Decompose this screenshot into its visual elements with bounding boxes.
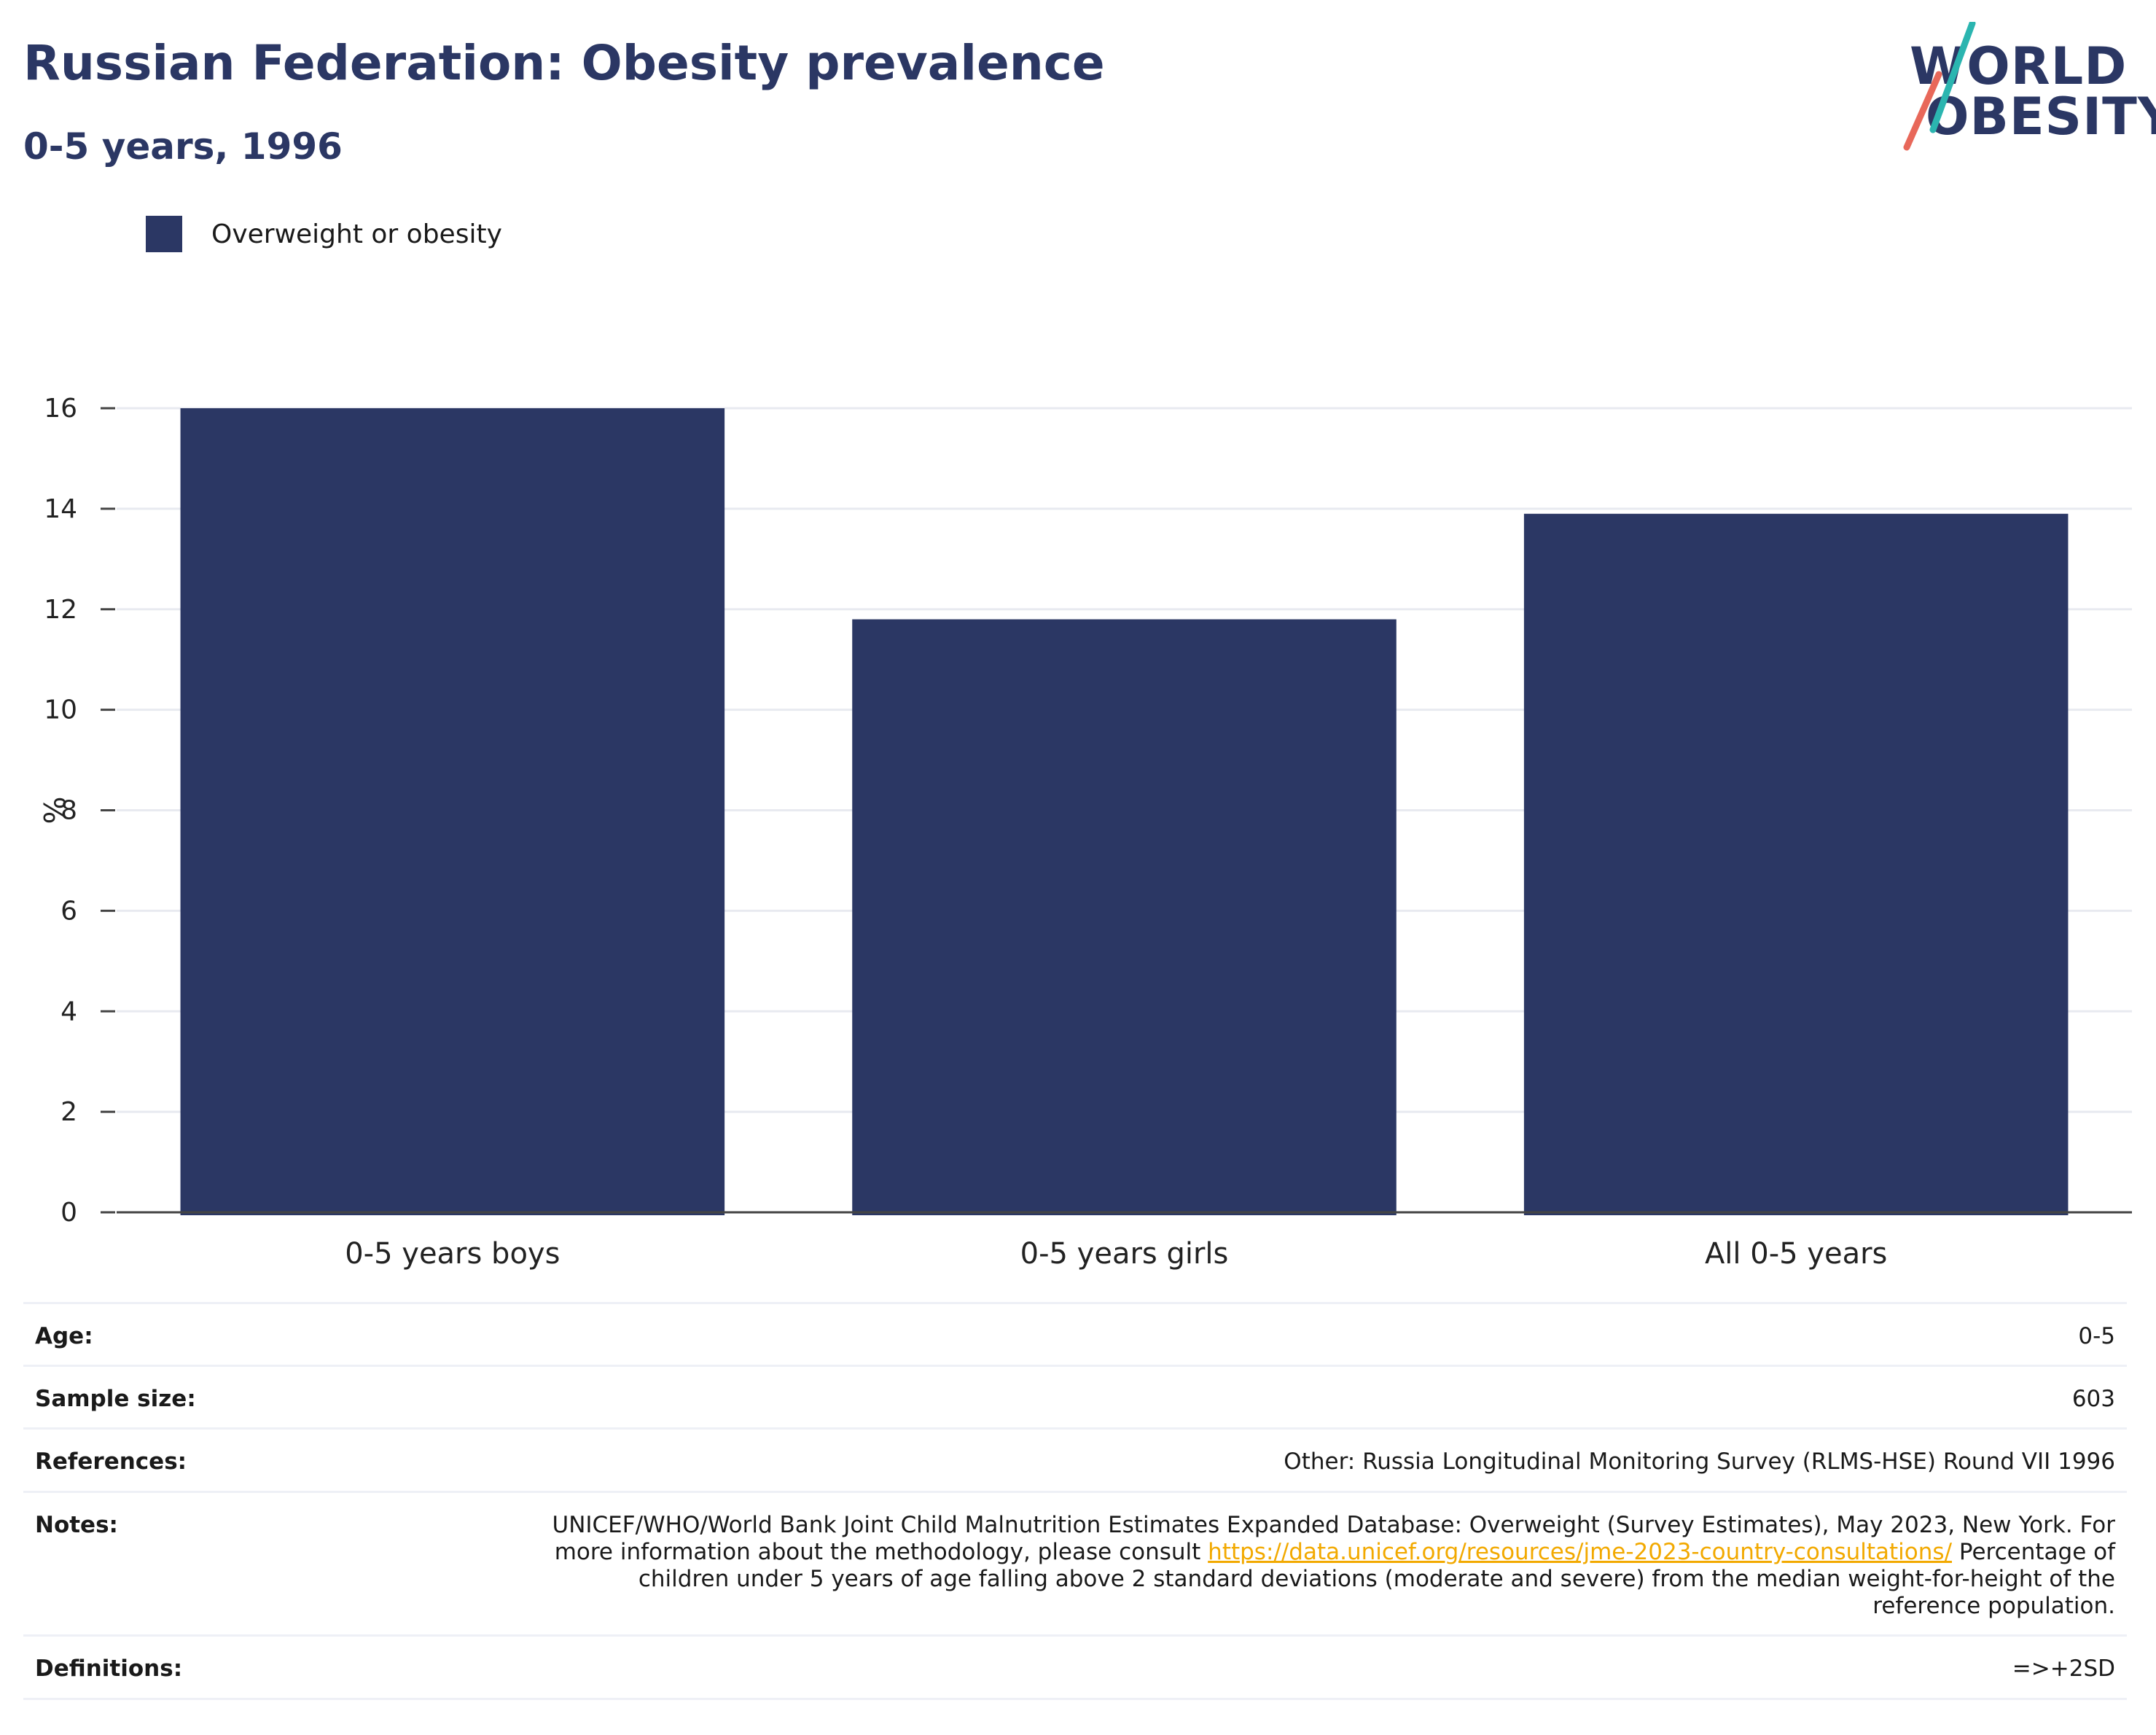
y-tick-label: 12 bbox=[44, 595, 77, 625]
notes-label: Notes: bbox=[35, 1511, 118, 1538]
sample-size-value: 603 bbox=[2071, 1386, 2115, 1413]
info-row-sample-size: Sample size: 603 bbox=[23, 1365, 2127, 1427]
logo-line-1: WORLD bbox=[1910, 36, 2128, 96]
x-axis-labels: 0-5 years boys 0-5 years girls All 0-5 yea… bbox=[345, 1237, 1887, 1271]
bar bbox=[180, 408, 725, 1215]
y-tick-label: 10 bbox=[44, 695, 77, 725]
x-tick-label: All 0-5 years bbox=[1705, 1237, 1887, 1271]
bar bbox=[1523, 513, 2069, 1215]
info-row-definitions: Definitions: =>+2SD bbox=[23, 1634, 2127, 1700]
bar bbox=[852, 619, 1397, 1215]
y-tick-label: 8 bbox=[60, 796, 77, 826]
y-tick-label: 2 bbox=[60, 1097, 77, 1127]
bar-chart: 0 2 4 6 8 10 12 14 16 0-5 years boys 0-5 years gi… bbox=[36, 394, 2132, 1271]
chart-subtitle: 0-5 years, 1996 bbox=[23, 125, 343, 168]
notes-value: UNICEF/WHO/World Bank Joint Child Malnut… bbox=[548, 1511, 2116, 1621]
y-axis-label: % bbox=[36, 796, 70, 824]
info-row-notes: Notes: UNICEF/WHO/World Bank Joint Child… bbox=[23, 1490, 2127, 1635]
definitions-label: Definitions: bbox=[35, 1656, 183, 1683]
logo-slash-icon bbox=[1903, 22, 1976, 151]
chart-title: Russian Federation: Obesity prevalence bbox=[23, 35, 1105, 91]
age-label: Age: bbox=[35, 1323, 93, 1349]
y-tick-label: 6 bbox=[60, 896, 77, 926]
info-row-age: Age: 0-5 bbox=[23, 1302, 2127, 1365]
y-tick-label: 0 bbox=[60, 1198, 77, 1228]
notes-text-post: Percentage of children under 5 years of … bbox=[638, 1538, 2115, 1620]
references-label: References: bbox=[35, 1449, 187, 1475]
info-table: Age: 0-5 Sample size: 603 References: Ot… bbox=[23, 1302, 2127, 1700]
info-row-references: References: Other: Russia Longitudinal M… bbox=[23, 1427, 2127, 1490]
age-value: 0-5 bbox=[2078, 1323, 2115, 1349]
x-tick-label: 0-5 years boys bbox=[345, 1237, 560, 1271]
methodology-link[interactable]: https://data.unicef.org/resources/jme-20… bbox=[1208, 1538, 1953, 1565]
definitions-value: =>+2SD bbox=[2012, 1656, 2115, 1683]
legend-swatch bbox=[146, 216, 182, 252]
notes-text-pre: UNICEF/WHO/World Bank Joint Child Malnut… bbox=[552, 1511, 2116, 1565]
y-tick-label: 4 bbox=[60, 997, 77, 1026]
sample-size-label: Sample size: bbox=[35, 1386, 196, 1413]
references-value: Other: Russia Longitudinal Monitoring Su… bbox=[1284, 1449, 2115, 1475]
chart-legend: Overweight or obesity bbox=[146, 216, 502, 252]
world-obesity-logo: WORLD OBESITY bbox=[1888, 22, 2156, 153]
y-tick-label: 16 bbox=[44, 394, 77, 424]
chart-bars bbox=[180, 408, 2069, 1215]
y-axis-ticks: 0 2 4 6 8 10 12 14 16 bbox=[44, 394, 115, 1228]
x-tick-label: 0-5 years girls bbox=[1020, 1237, 1229, 1271]
logo-line-2: OBESITY bbox=[1926, 87, 2156, 147]
legend-label: Overweight or obesity bbox=[211, 219, 502, 249]
y-tick-label: 14 bbox=[44, 494, 77, 524]
